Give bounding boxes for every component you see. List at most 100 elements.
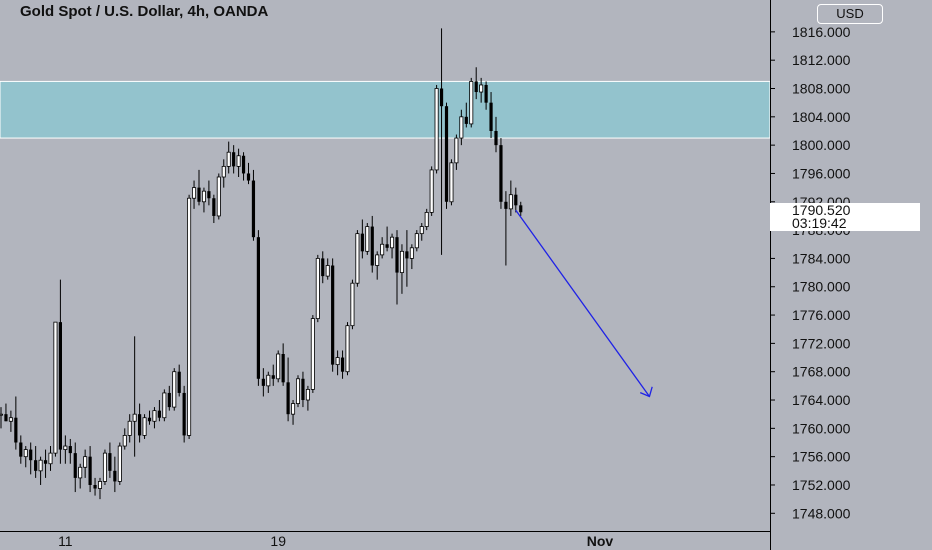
candle-body (375, 254, 380, 266)
candle (78, 463, 83, 489)
candle (113, 456, 117, 493)
candle (216, 173, 221, 220)
candle (414, 230, 419, 252)
y-tick-label: 1756.000 (792, 449, 851, 465)
candle-body (321, 258, 325, 277)
candle (8, 410, 13, 432)
candle (444, 102, 449, 209)
candle-body (226, 151, 231, 167)
candle-body (182, 392, 186, 436)
projection-arrow[interactable] (515, 209, 653, 398)
candle-body (138, 414, 142, 436)
candle (454, 134, 459, 170)
candle-body (177, 371, 181, 393)
candle (286, 357, 290, 422)
y-tick-label: 1808.000 (792, 81, 851, 97)
candle-body (434, 88, 439, 171)
candle (23, 446, 28, 468)
price-axis[interactable]: 1816.000 1812.000 1808.000 1804.000 1800.000… (770, 24, 851, 521)
candle-body (380, 243, 385, 256)
candle (4, 403, 8, 422)
candle-body (246, 173, 251, 181)
currency-button[interactable]: USD (817, 4, 883, 24)
candle-body (444, 106, 449, 202)
candle (321, 251, 325, 284)
candle (464, 102, 468, 128)
candle-body (281, 354, 285, 383)
candle-body (345, 325, 350, 373)
time-axis[interactable]: 11 19 Nov (58, 533, 613, 549)
candle (182, 385, 186, 443)
candle (157, 400, 161, 422)
candle-body (276, 353, 281, 380)
candle-body (232, 152, 236, 167)
candle (207, 180, 211, 206)
candle (405, 230, 409, 287)
candle (246, 162, 251, 185)
y-tick-label: 1764.000 (792, 392, 851, 408)
candle-body (162, 392, 167, 419)
candle (360, 219, 364, 259)
candle-body (241, 155, 246, 174)
candle (93, 477, 97, 496)
candle-body (34, 460, 38, 471)
candle-body (142, 417, 147, 436)
candle (177, 364, 181, 397)
y-tick-label: 1748.000 (792, 505, 851, 521)
candle-body (216, 176, 221, 217)
candle (192, 180, 197, 209)
y-tick-label: 1780.000 (792, 279, 851, 295)
candle (271, 364, 275, 386)
candle (53, 321, 58, 457)
y-tick-label: 1784.000 (792, 250, 851, 266)
last-price-label: 1790.520 03:19:42 (770, 203, 920, 231)
candle-body (395, 237, 399, 273)
last-price-value: 1790.520 (792, 202, 851, 218)
candle (138, 403, 142, 443)
candle-body (291, 403, 296, 415)
candle-body (152, 410, 157, 422)
candle (459, 109, 464, 146)
chart-title: Gold Spot / U.S. Dollar, 4h, OANDA (20, 3, 269, 20)
candle (117, 442, 122, 485)
candle (261, 368, 265, 397)
candle (187, 194, 192, 439)
candle (226, 141, 231, 174)
candle (315, 254, 320, 323)
candle-body (88, 456, 92, 485)
candle (484, 81, 488, 110)
candle-body (117, 445, 122, 482)
candle (469, 77, 474, 128)
candle (419, 223, 424, 241)
candle-body (399, 250, 404, 273)
candle (365, 223, 370, 255)
candle-body (73, 453, 77, 478)
candle (197, 169, 201, 206)
candle (142, 414, 147, 439)
candle-body (390, 236, 395, 249)
candle-body (499, 145, 503, 202)
y-tick-label: 1816.000 (792, 24, 851, 40)
candle (514, 187, 518, 213)
candle-body (439, 88, 444, 107)
candle-body (251, 180, 256, 238)
y-tick-label: 1796.000 (792, 165, 851, 181)
bar-countdown: 03:19:42 (792, 215, 847, 231)
resistance-zone[interactable] (0, 80, 771, 139)
candle-body (266, 374, 271, 387)
candle-body (8, 417, 13, 422)
candle-body (187, 197, 192, 436)
candle (474, 67, 478, 100)
candle-body (197, 187, 201, 202)
candle (479, 77, 484, 103)
candle-body (365, 226, 370, 252)
candle (0, 407, 4, 429)
candle-body (469, 81, 474, 125)
y-tick-label: 1800.000 (792, 137, 851, 153)
candle (132, 336, 137, 457)
candle (335, 350, 340, 376)
y-tick-label: 1752.000 (792, 477, 851, 493)
candle-body (207, 191, 211, 199)
candle-body (43, 460, 48, 464)
